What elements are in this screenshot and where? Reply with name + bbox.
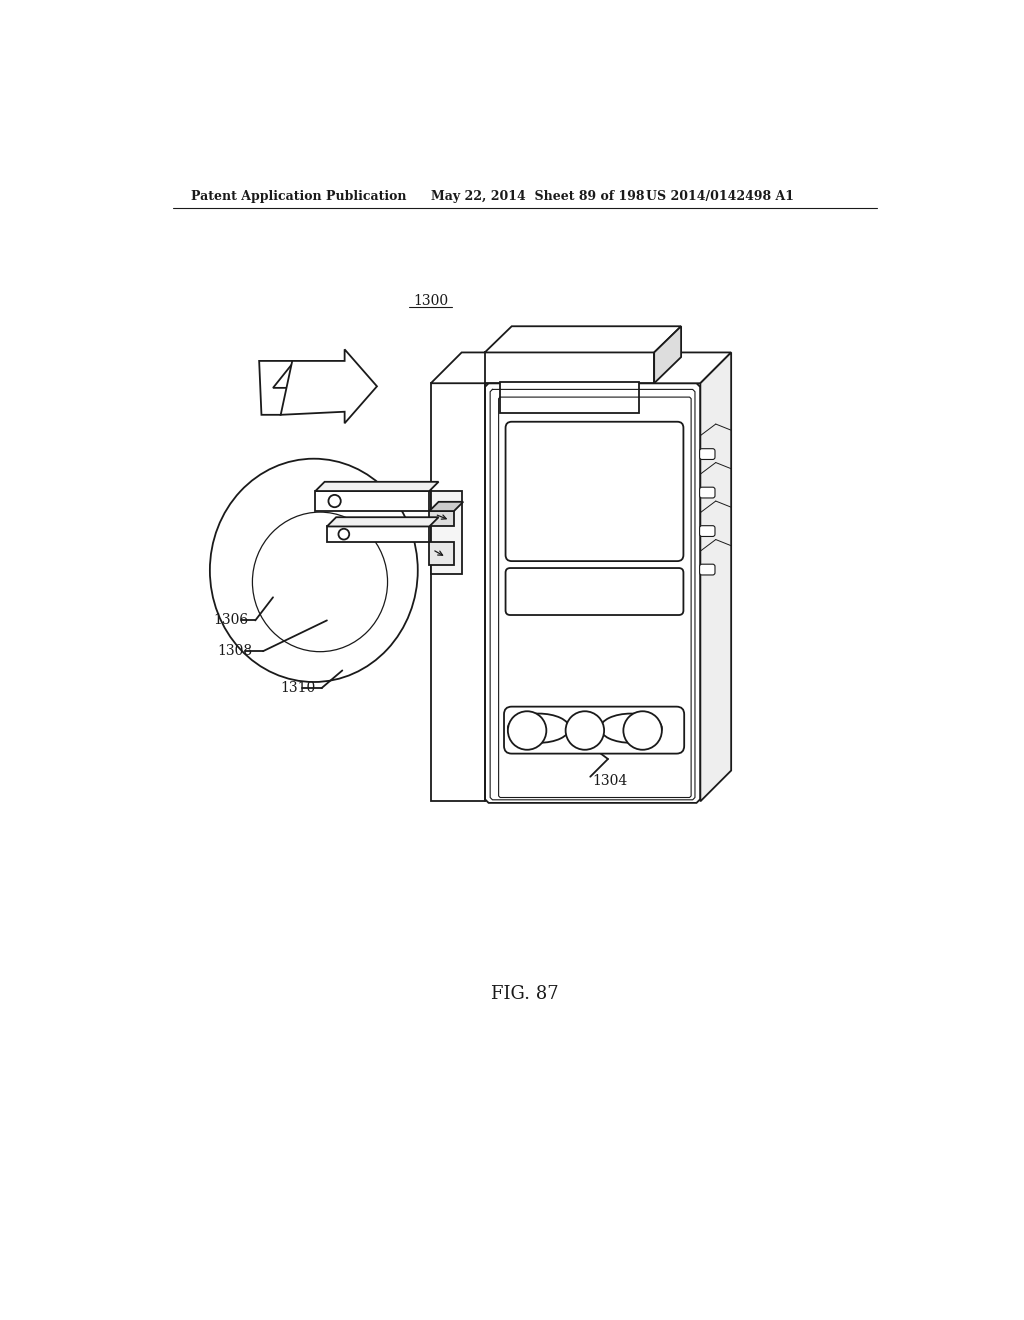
- Ellipse shape: [210, 459, 418, 682]
- Polygon shape: [315, 482, 438, 491]
- Ellipse shape: [600, 714, 662, 743]
- FancyBboxPatch shape: [506, 422, 683, 561]
- Text: 1310: 1310: [281, 681, 316, 696]
- Text: 1300: 1300: [414, 294, 449, 308]
- Polygon shape: [429, 543, 454, 565]
- Polygon shape: [327, 527, 429, 543]
- Text: 1304: 1304: [593, 774, 628, 788]
- Polygon shape: [431, 352, 515, 383]
- Polygon shape: [429, 502, 463, 511]
- Polygon shape: [484, 352, 731, 383]
- Polygon shape: [327, 517, 438, 527]
- Polygon shape: [484, 326, 681, 352]
- Polygon shape: [484, 383, 700, 803]
- FancyBboxPatch shape: [699, 449, 715, 459]
- FancyBboxPatch shape: [506, 568, 683, 615]
- Polygon shape: [500, 381, 639, 412]
- Circle shape: [339, 529, 349, 540]
- Text: 1302: 1302: [635, 743, 670, 756]
- Polygon shape: [259, 360, 304, 414]
- Polygon shape: [700, 352, 731, 801]
- Circle shape: [508, 711, 547, 750]
- Polygon shape: [431, 383, 484, 801]
- Ellipse shape: [508, 714, 569, 743]
- FancyBboxPatch shape: [699, 487, 715, 498]
- Text: Patent Application Publication: Patent Application Publication: [190, 190, 407, 203]
- FancyBboxPatch shape: [699, 564, 715, 576]
- Polygon shape: [315, 491, 429, 511]
- Circle shape: [624, 711, 662, 750]
- Polygon shape: [429, 511, 454, 527]
- Polygon shape: [654, 326, 681, 383]
- Polygon shape: [431, 491, 462, 574]
- Text: US 2014/0142498 A1: US 2014/0142498 A1: [646, 190, 795, 203]
- Circle shape: [565, 711, 604, 750]
- Text: May 22, 2014  Sheet 89 of 198: May 22, 2014 Sheet 89 of 198: [431, 190, 644, 203]
- Polygon shape: [281, 350, 377, 424]
- FancyBboxPatch shape: [699, 525, 715, 536]
- FancyBboxPatch shape: [504, 706, 684, 754]
- Text: 1306: 1306: [213, 614, 248, 627]
- Polygon shape: [484, 352, 654, 383]
- Text: 1308: 1308: [217, 644, 253, 659]
- Text: FIG. 87: FIG. 87: [490, 985, 559, 1003]
- Circle shape: [329, 495, 341, 507]
